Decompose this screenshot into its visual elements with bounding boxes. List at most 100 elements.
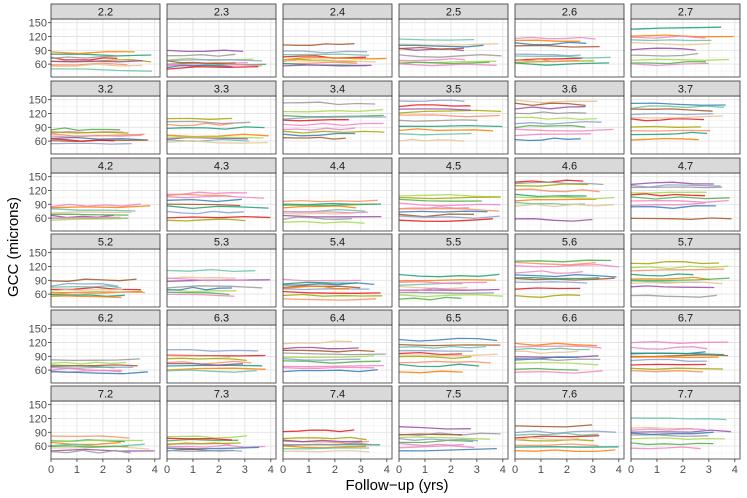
facet-strip-label: 2.2	[98, 7, 113, 19]
series-line	[630, 191, 707, 194]
series-line	[630, 184, 721, 188]
series-line	[515, 443, 599, 447]
facet-panel: 5.3	[166, 233, 277, 308]
series-line	[398, 108, 471, 111]
series-line	[398, 291, 495, 294]
facet-strip-label: 6.5	[446, 313, 461, 325]
series-line	[282, 214, 382, 218]
series-line	[50, 136, 147, 141]
series-line	[630, 52, 699, 57]
x-tick-label: 4	[616, 464, 622, 476]
series-line	[514, 128, 614, 132]
series-line	[398, 128, 494, 132]
series-line	[166, 215, 271, 219]
facet-panel: 5.5	[398, 233, 509, 308]
series-line	[50, 214, 114, 219]
series-line	[630, 125, 702, 128]
series-line	[398, 345, 487, 349]
series-line	[630, 193, 706, 197]
series-line	[631, 60, 707, 65]
series-line	[282, 114, 384, 118]
facet-strip	[166, 233, 277, 250]
series-line	[398, 218, 493, 222]
series-line	[398, 287, 469, 292]
series-line	[630, 62, 709, 67]
series-line	[282, 439, 363, 443]
series-line	[514, 39, 581, 42]
series-line	[398, 370, 463, 374]
series-line	[398, 447, 497, 452]
panel-background	[515, 19, 624, 77]
facet-panel: 6.4	[282, 309, 393, 384]
facet-strip-label: 2.4	[330, 7, 345, 19]
series-line	[283, 449, 370, 453]
series-line	[399, 44, 484, 48]
series-line	[398, 433, 462, 436]
facet-strip-label: 2.7	[678, 7, 693, 19]
series-line	[50, 68, 152, 72]
facet-strip	[282, 3, 393, 20]
series-line	[630, 281, 723, 285]
facet-strip-label: 3.3	[214, 84, 229, 96]
series-line	[166, 354, 266, 357]
series-line	[166, 205, 269, 210]
series-line	[166, 277, 249, 282]
series-line	[166, 193, 231, 197]
series-line	[166, 203, 241, 207]
series-line	[50, 358, 140, 362]
series-line	[514, 274, 617, 278]
facet-strip	[50, 3, 161, 20]
facet-panel: 7.4	[282, 385, 393, 460]
facet-panel: 3.6	[514, 80, 625, 155]
series-line	[630, 294, 717, 298]
series-line	[514, 438, 594, 442]
y-tick-label: 120	[29, 261, 47, 273]
x-tick-label: 0	[280, 464, 286, 476]
x-tick-label: 1	[74, 464, 80, 476]
x-tick-label: 4	[500, 464, 506, 476]
series-line	[282, 101, 376, 106]
facet-panel: 2.4	[282, 3, 393, 78]
series-line	[398, 442, 464, 447]
series-line	[50, 435, 130, 439]
series-line	[514, 183, 589, 187]
facet-panel: 4.5	[398, 157, 509, 232]
series-line	[630, 47, 696, 51]
series-line	[282, 436, 367, 441]
facet-strip-label: 5.6	[562, 237, 577, 249]
facet-panel: 6.3	[166, 309, 277, 384]
series-line	[50, 211, 132, 214]
series-line	[630, 205, 717, 209]
series-line	[50, 203, 142, 208]
series-line	[398, 337, 498, 342]
facet-strip	[282, 385, 393, 402]
y-tick-label: 90	[35, 351, 47, 363]
facet-strip-label: 6.4	[330, 313, 345, 325]
facet-panel: 2.5	[398, 3, 509, 78]
x-tick-label: 2	[332, 464, 338, 476]
series-line	[398, 363, 480, 368]
series-line	[166, 276, 236, 280]
x-tick-label: 2	[216, 464, 222, 476]
facet-strip-label: 4.3	[214, 161, 229, 173]
series-line	[514, 270, 584, 274]
series-line	[167, 293, 235, 297]
series-line	[514, 62, 610, 66]
series-line	[50, 56, 118, 61]
panel-background	[399, 173, 508, 231]
series-line	[166, 60, 236, 65]
facet-panel: 3.7	[630, 80, 741, 155]
series-line	[398, 215, 500, 219]
series-line	[166, 442, 241, 446]
series-line	[282, 290, 381, 294]
y-tick-label: 60	[35, 136, 47, 148]
series-line	[282, 220, 365, 224]
series-line	[630, 442, 714, 446]
series-line	[514, 259, 612, 263]
facet-strip-label: 4.5	[446, 161, 461, 173]
y-tick-label: 60	[35, 213, 47, 225]
series-line	[514, 196, 615, 200]
series-line	[282, 340, 353, 345]
x-tick-label: 3	[126, 464, 132, 476]
series-line	[166, 136, 264, 139]
